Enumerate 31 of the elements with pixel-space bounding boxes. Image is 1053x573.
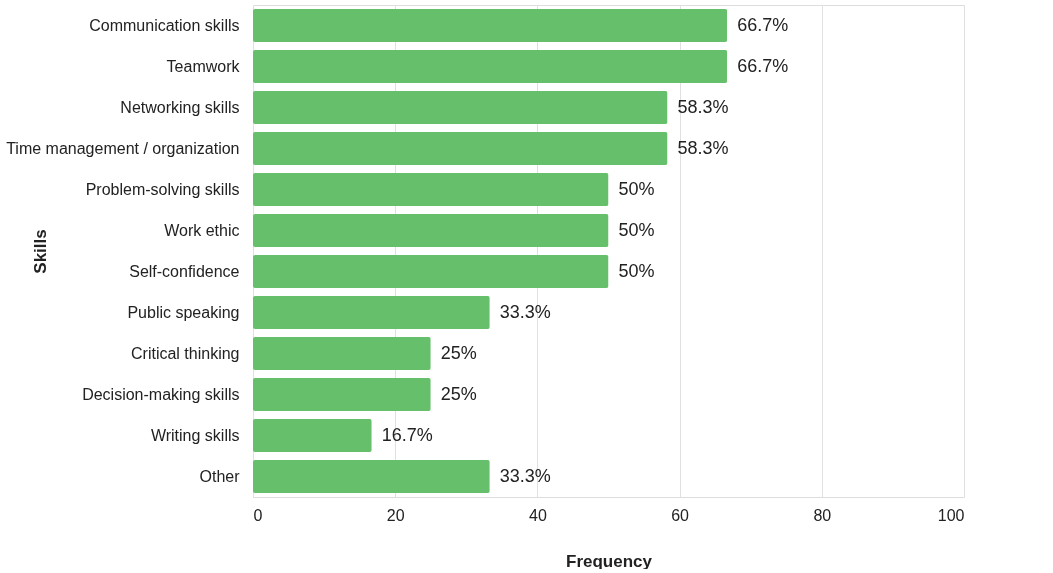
y-tick-label: Decision-making skills: [82, 385, 240, 403]
data-label: 50%: [618, 178, 655, 199]
data-label: 50%: [618, 260, 655, 281]
data-label: 58.3%: [677, 137, 729, 158]
y-tick-label: Public speaking: [127, 303, 240, 321]
y-tick-label: Time management / organization: [6, 139, 240, 157]
y-tick-label: Self-confidence: [129, 262, 240, 280]
x-tick-label: 60: [671, 506, 690, 524]
data-label: 25%: [440, 383, 477, 404]
data-label: 66.7%: [737, 55, 789, 76]
x-tick-label: 20: [386, 506, 405, 524]
x-tick-label: 100: [937, 506, 965, 524]
data-label: 33.3%: [499, 301, 551, 322]
y-tick-label: Communication skills: [89, 16, 240, 34]
data-label: 66.7%: [737, 14, 789, 35]
x-tick-label: 0: [253, 506, 263, 524]
y-tick-label: Teamwork: [166, 57, 241, 75]
y-tick-label: Work ethic: [164, 221, 240, 239]
x-tick-label: 40: [529, 506, 547, 524]
data-label: 33.3%: [499, 465, 551, 486]
data-label: 58.3%: [677, 96, 729, 117]
x-tick-label: 80: [813, 506, 832, 524]
data-label: 50%: [618, 219, 655, 240]
y-tick-label: Critical thinking: [131, 344, 240, 362]
data-label: 25%: [440, 342, 477, 363]
data-label: 16.7%: [381, 424, 433, 445]
y-tick-label: Problem-solving skills: [85, 180, 240, 198]
y-tick-label: Networking skills: [120, 98, 240, 116]
y-tick-label: Other: [199, 467, 241, 485]
y-tick-label: Writing skills: [150, 426, 240, 444]
y-axis-title: Skills: [30, 229, 50, 274]
